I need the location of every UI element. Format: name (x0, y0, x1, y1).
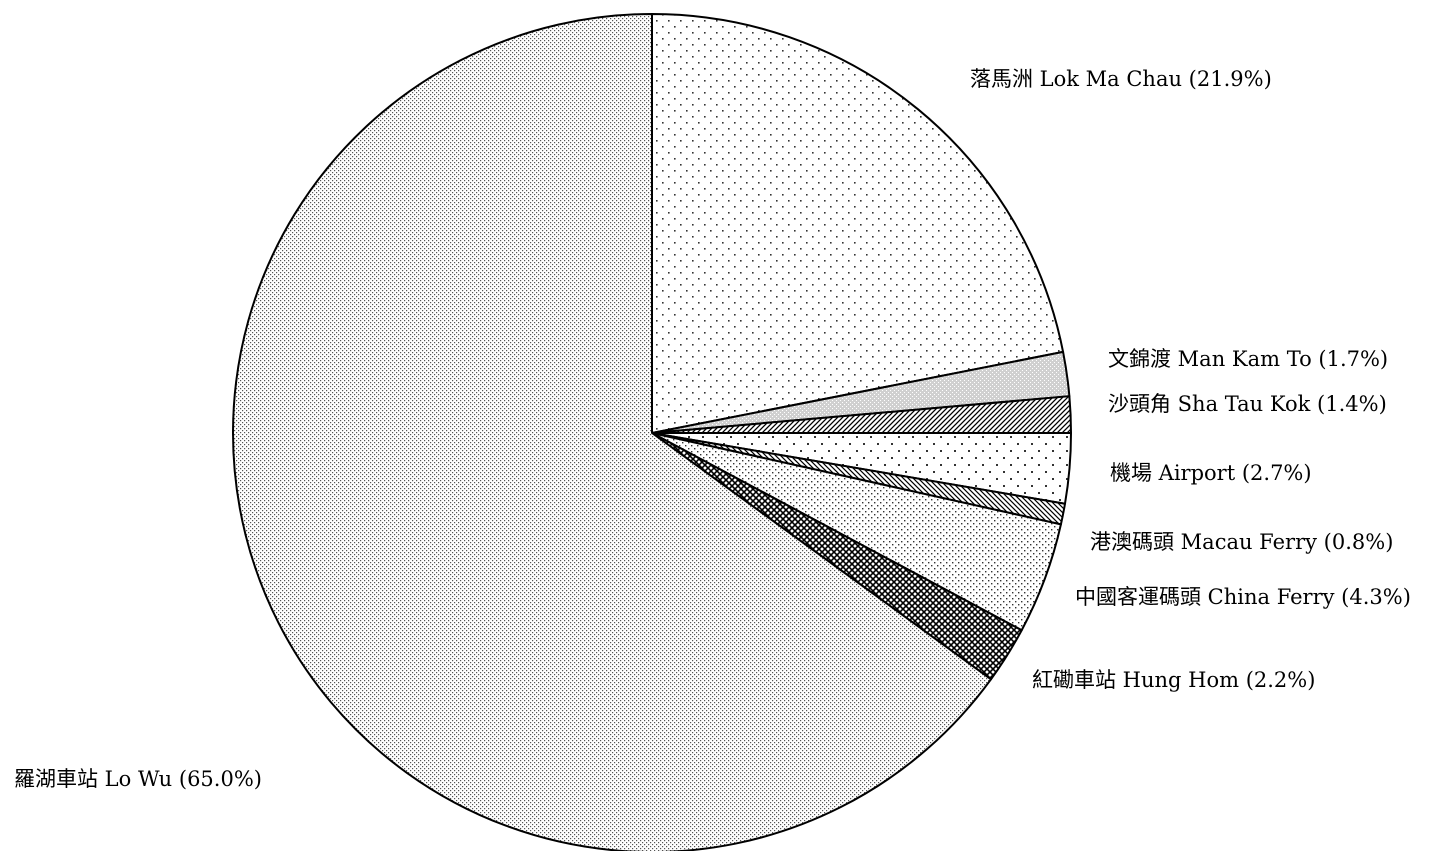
slice-label-man-kam-to: 文錦渡 Man Kam To (1.7%) (1108, 347, 1388, 371)
slice-label-china-ferry: 中國客運碼頭 China Ferry (4.3%) (1075, 585, 1411, 609)
slice-label-macau-ferry: 港澳碼頭 Macau Ferry (0.8%) (1090, 530, 1393, 554)
slice-label-airport: 機場 Airport (2.7%) (1110, 461, 1312, 485)
slice-label-lo-wu: 羅湖車站 Lo Wu (65.0%) (14, 767, 262, 791)
pie-slice-lo-wu (232, 13, 992, 851)
slice-label-sha-tau-kok: 沙頭角 Sha Tau Kok (1.4%) (1108, 392, 1387, 416)
pie-slice-lok-ma-chau (651, 13, 1065, 434)
slice-labels: 落馬洲 Lok Ma Chau (21.9%) 文錦渡 Man Kam To (1… (14, 67, 1411, 791)
slice-label-lok-ma-chau: 落馬洲 Lok Ma Chau (21.9%) (970, 67, 1272, 91)
slice-label-hung-hom: 紅磡車站 Hung Hom (2.2%) (1032, 668, 1315, 692)
pie-slices (232, 13, 1072, 851)
